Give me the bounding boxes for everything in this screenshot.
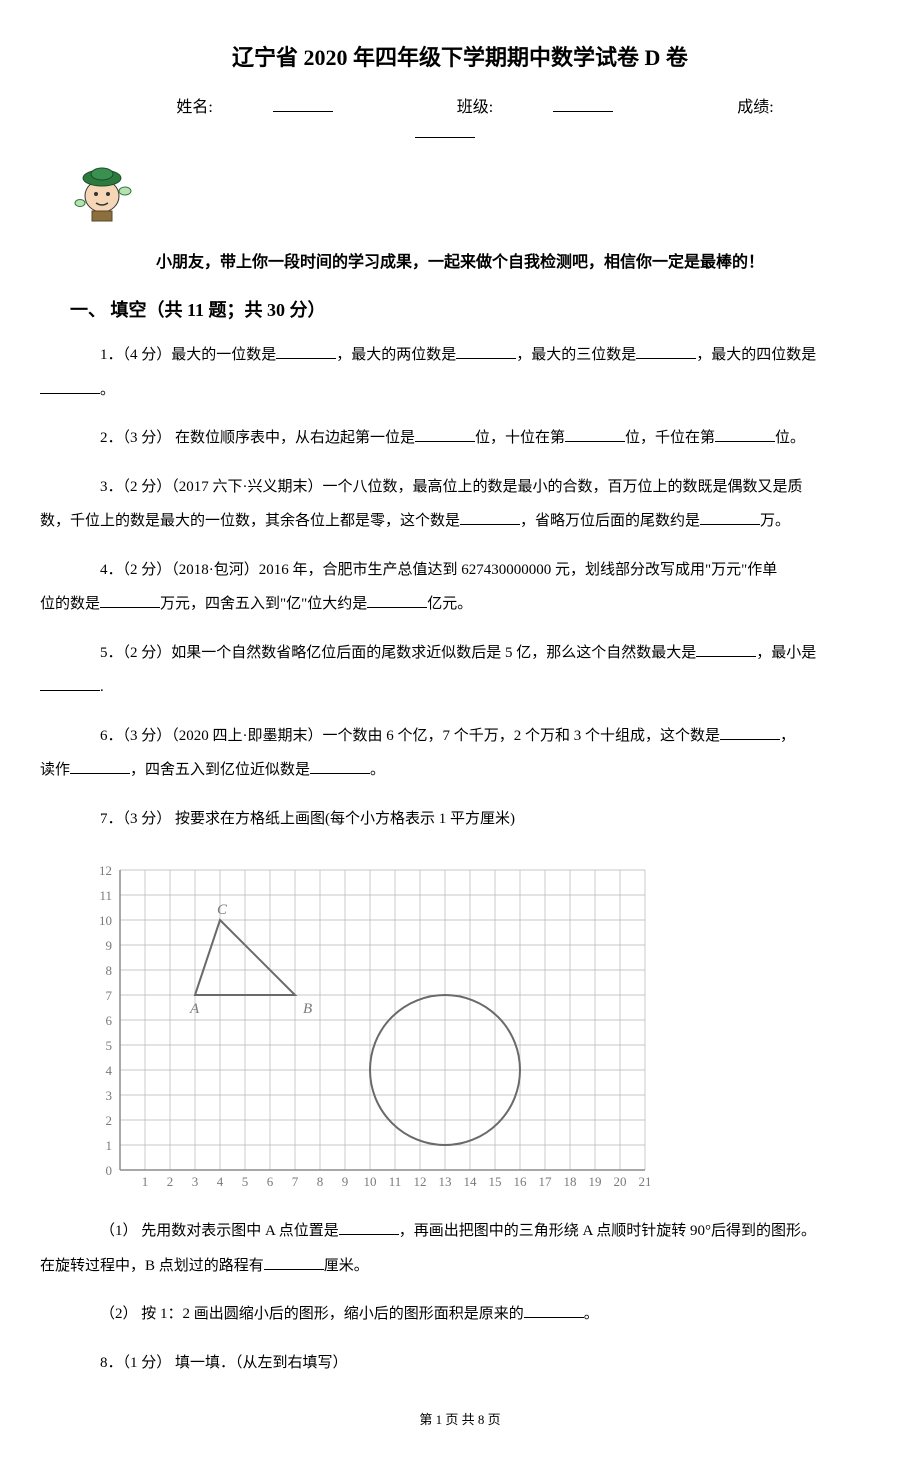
q2-blank-2[interactable] [565,429,625,443]
q2-blank-1[interactable] [415,429,475,443]
svg-text:14: 14 [464,1174,478,1189]
svg-text:8: 8 [106,963,113,978]
svg-text:4: 4 [106,1063,113,1078]
q5-blank-1[interactable] [696,643,756,657]
svg-text:20: 20 [614,1174,627,1189]
question-5: 5．（2 分）如果一个自然数省略亿位后面的尾数求近似数后是 5 亿，那么这个自然… [70,636,850,705]
question-3: 3．（2 分）（2017 六下·兴义期末）一个八位数，最高位上的数是最小的合数，… [70,470,850,539]
svg-text:15: 15 [489,1174,502,1189]
grid-svg: 1234567891011121314151617181920210123456… [90,850,650,1200]
svg-text:5: 5 [106,1038,113,1053]
q6-blank-1[interactable] [720,726,780,740]
q6-blank-3[interactable] [310,761,370,775]
q5-blank-2[interactable] [40,678,100,692]
svg-text:B: B [303,1001,312,1017]
svg-text:17: 17 [539,1174,553,1189]
q1-blank-1[interactable] [276,346,336,360]
info-row: 姓名: 班级: 成绩: [70,95,850,146]
class-blank[interactable] [553,96,613,112]
name-blank[interactable] [273,96,333,112]
section-1-header: 一、 填空（共 11 题；共 30 分） [70,296,850,325]
svg-text:11: 11 [99,888,112,903]
class-label: 班级: [457,99,493,116]
svg-text:10: 10 [364,1174,377,1189]
question-7-sub2: （2） 按 1：2 画出圆缩小后的图形，缩小后的图形面积是原来的。 [70,1297,850,1332]
svg-text:1: 1 [142,1174,149,1189]
question-4: 4．（2 分）（2018·包河）2016 年，合肥市生产总值达到 6274300… [70,553,850,622]
q6-blank-2[interactable] [70,761,130,775]
svg-text:12: 12 [414,1174,427,1189]
q4-blank-1[interactable] [100,595,160,609]
name-label: 姓名: [176,99,212,116]
q1-blank-2[interactable] [456,346,516,360]
q3-blank-2[interactable] [700,512,760,526]
svg-text:18: 18 [564,1174,577,1189]
q4-blank-2[interactable] [367,595,427,609]
question-6: 6．（3 分）（2020 四上·即墨期末）一个数由 6 个亿，7 个千万，2 个… [70,719,850,788]
svg-text:19: 19 [589,1174,602,1189]
q7s1-blank-2[interactable] [264,1256,324,1270]
q7s2-blank-1[interactable] [524,1305,584,1319]
q1-blank-4[interactable] [40,380,100,394]
svg-text:1: 1 [106,1138,113,1153]
svg-text:2: 2 [167,1174,174,1189]
question-8: 8．（1 分） 填一填．（从左到右填写） [70,1346,850,1381]
svg-text:3: 3 [106,1088,113,1103]
svg-text:16: 16 [514,1174,528,1189]
question-7-header: 7．（3 分） 按要求在方格纸上画图(每个小方格表示 1 平方厘米) [70,802,850,837]
svg-text:10: 10 [99,913,112,928]
svg-text:12: 12 [99,863,112,878]
svg-text:8: 8 [317,1174,324,1189]
score-blank[interactable] [415,122,475,138]
svg-text:11: 11 [389,1174,402,1189]
mascot-row [70,161,850,235]
q2-blank-3[interactable] [715,429,775,443]
q1-blank-3[interactable] [636,346,696,360]
encouragement-text: 小朋友，带上你一段时间的学习成果，一起来做个自我检测吧，相信你一定是最棒的！ [70,250,850,276]
svg-text:5: 5 [242,1174,249,1189]
svg-text:7: 7 [292,1174,299,1189]
question-7-sub1: （1） 先用数对表示图中 A 点位置是，再画出把图中的三角形绕 A 点顺时针旋转… [70,1214,850,1283]
svg-text:7: 7 [106,988,113,1003]
question-2: 2．（3 分） 在数位顺序表中，从右边起第一位是位，十位在第位，千位在第位。 [70,421,850,456]
score-label: 成绩: [737,99,773,116]
svg-text:4: 4 [217,1174,224,1189]
svg-text:0: 0 [106,1163,113,1178]
exam-title: 辽宁省 2020 年四年级下学期期中数学试卷 D 卷 [70,40,850,75]
question-1: 1．（4 分）最大的一位数是，最大的两位数是，最大的三位数是，最大的四位数是。 [70,338,850,407]
q3-blank-1[interactable] [460,512,520,526]
svg-text:A: A [189,1001,200,1017]
svg-text:C: C [217,902,228,918]
svg-text:9: 9 [106,938,113,953]
svg-text:21: 21 [639,1174,651,1189]
mascot-icon [70,161,140,235]
svg-text:2: 2 [106,1113,113,1128]
svg-text:13: 13 [439,1174,452,1189]
svg-text:9: 9 [342,1174,349,1189]
svg-text:3: 3 [192,1174,199,1189]
grid-chart: 1234567891011121314151617181920210123456… [90,850,850,1200]
q7s1-blank-1[interactable] [339,1222,399,1236]
page-footer: 第 1 页 共 8 页 [70,1410,850,1431]
svg-text:6: 6 [106,1013,113,1028]
svg-text:6: 6 [267,1174,274,1189]
